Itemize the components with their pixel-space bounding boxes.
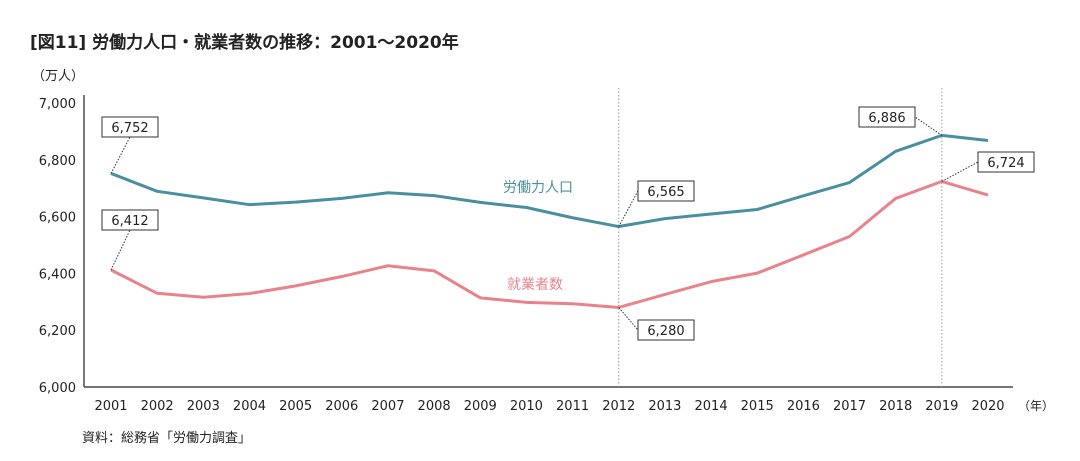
x-tick-label: 2001 [94, 399, 127, 414]
annotation-leader [618, 190, 639, 227]
series-label: 労働力人口 [503, 180, 573, 196]
series-line [110, 133, 989, 229]
y-tick-label: 7,000 [39, 97, 76, 112]
annotation-box [858, 106, 916, 128]
annotation-box [977, 151, 1035, 173]
x-tick-label: 2007 [371, 399, 404, 414]
x-tick-label: 2014 [695, 399, 728, 414]
annotation-leader [110, 229, 131, 271]
x-tick-label: 2005 [279, 399, 312, 414]
y-tick-label: 6,200 [39, 324, 76, 339]
y-tick-label: 6,400 [39, 267, 76, 282]
x-tick-label: 2011 [556, 399, 589, 414]
y-tick-label: 6,000 [39, 381, 76, 396]
annotation-label: 6,280 [647, 324, 684, 339]
annotation-leader [941, 161, 979, 182]
x-tick-label: 2016 [787, 399, 820, 414]
annotation-box [101, 116, 159, 138]
source-note: 資料：総務省「労働力調査」 [82, 431, 251, 446]
x-axis-label: （年） [1018, 399, 1054, 413]
annotation-leader [618, 307, 639, 331]
series-line [110, 179, 989, 309]
x-tick-label: 2010 [510, 399, 543, 414]
x-tick-label: 2003 [187, 399, 220, 414]
x-tick-label: 2020 [971, 399, 1004, 414]
x-tick-label: 2015 [741, 399, 774, 414]
y-tick-label: 6,600 [39, 211, 76, 226]
annotation-box [637, 180, 695, 202]
x-tick-label: 2018 [879, 399, 912, 414]
x-tick-label: 2009 [464, 399, 497, 414]
annotation-box [637, 319, 695, 341]
annotation-label: 6,565 [647, 185, 684, 200]
x-tick-label: 2006 [325, 399, 358, 414]
x-tick-label: 2002 [141, 399, 174, 414]
annotation-leader [914, 116, 943, 136]
chart-title: [図11] 労働力人口・就業者数の推移：2001〜2020年 [30, 32, 459, 53]
x-tick-label: 2017 [833, 399, 866, 414]
x-tick-label: 2012 [602, 399, 635, 414]
annotation-label: 6,412 [111, 214, 148, 229]
annotation-label: 6,724 [987, 156, 1024, 171]
annotation-box [101, 209, 159, 231]
annotation-label: 6,886 [868, 111, 905, 126]
annotation-leader [110, 136, 131, 174]
x-tick-label: 2013 [648, 399, 681, 414]
x-tick-label: 2004 [233, 399, 266, 414]
annotation-label: 6,752 [111, 121, 148, 136]
y-axis-label: （万人） [32, 69, 84, 84]
x-tick-label: 2019 [925, 399, 958, 414]
x-tick-label: 2008 [418, 399, 451, 414]
series-label: 就業者数 [507, 277, 563, 293]
y-tick-label: 6,800 [39, 154, 76, 169]
